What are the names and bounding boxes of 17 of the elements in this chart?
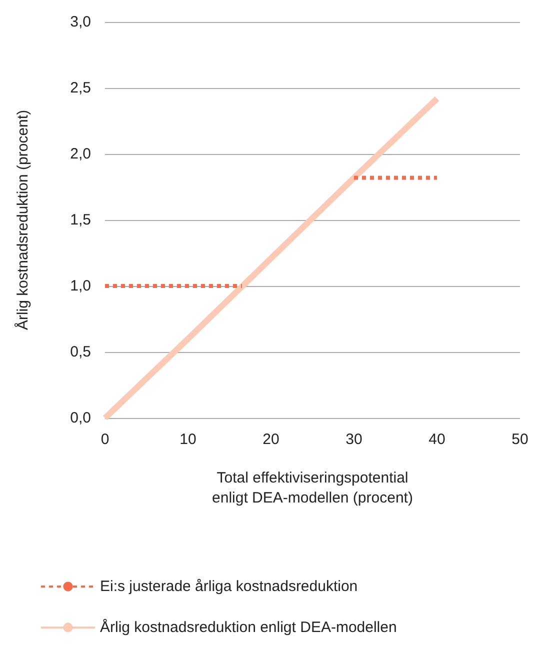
y-tick-label: 2,5: [70, 80, 91, 96]
x-tick-label: 40: [428, 431, 446, 448]
x-tick-label: 10: [180, 431, 196, 448]
y-tick-label: 0,0: [70, 410, 91, 426]
y-tick-label: 3,0: [70, 14, 91, 30]
y-axis-title: Årlig kostnadsreduktion (procent): [14, 110, 32, 330]
x-tick-label: 0: [100, 431, 110, 448]
x-axis-title: Total effektiviseringspotential enligt DEA-modellen (procent): [212, 470, 413, 506]
x-tick-label: 50: [512, 431, 528, 448]
x-tick-label: 30: [346, 431, 362, 448]
legend-label: Årlig kostnadsreduktion enligt DEA-modellen: [100, 618, 397, 636]
y-tick-label: 2,0: [70, 146, 91, 162]
y-tick-label: 0,5: [70, 344, 91, 360]
x-tick-label: 20: [262, 431, 280, 448]
y-tick-label: 1,5: [70, 212, 91, 228]
legend-label: Ei:s justerade årliga kostnadsreduktion: [100, 578, 358, 595]
y-tick-label: 1,0: [70, 278, 91, 294]
